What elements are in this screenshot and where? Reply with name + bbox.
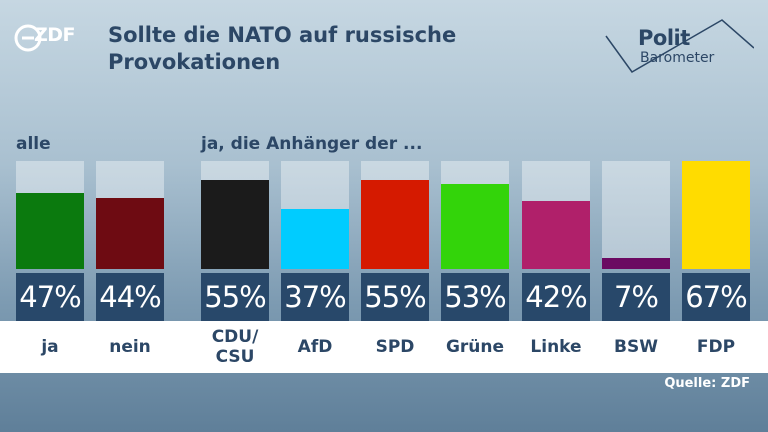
bar-track [281,161,349,269]
bar [522,201,590,269]
bar-track [96,161,164,269]
bar-track [682,161,750,269]
category-label: AfD [297,337,333,357]
category-label: SPD [375,337,415,357]
category-label: CDU/ CSU [211,327,259,367]
data-label: 42% [522,273,590,321]
data-label: 55% [201,273,269,321]
bar-track [602,161,670,269]
category-label: Linke [530,337,582,357]
bar [602,257,670,269]
category-label: BSW [614,337,658,357]
politbarometer-logo-icon [605,19,754,73]
data-label: 37% [281,273,349,321]
bar-track [201,161,269,269]
bar [361,180,429,269]
data-label: 47% [16,273,84,321]
data-label: 7% [602,273,670,321]
politbarometer-word-polit: Polit [638,26,690,50]
data-label: 53% [441,273,509,321]
data-label: 67% [682,273,750,321]
bar-track [361,161,429,269]
bar-track [522,161,590,269]
category-label: FDP [696,337,736,357]
chart-title: Sollte die NATO auf russische Provokatio… [108,23,457,74]
zdf-logo-icon [14,24,42,52]
category-label: nein [109,337,151,357]
politbarometer-word-barometer: Barometer [640,50,715,66]
bar-track [441,161,509,269]
bar [201,180,269,269]
bar [682,161,750,269]
bar-track [16,161,84,269]
bar [96,198,164,269]
bar [281,209,349,269]
group-label-supporters: ja, die Anhänger der ... [201,134,423,154]
category-label-row [0,321,768,373]
group-label-all: alle [16,134,51,154]
category-label: ja [41,337,59,357]
brand-name: ZDF [34,24,76,46]
data-label: 44% [96,273,164,321]
bar [441,183,509,269]
source-note: Quelle: ZDF [664,376,750,391]
bar [16,193,84,269]
category-label: Grüne [445,337,505,357]
data-label: 55% [361,273,429,321]
